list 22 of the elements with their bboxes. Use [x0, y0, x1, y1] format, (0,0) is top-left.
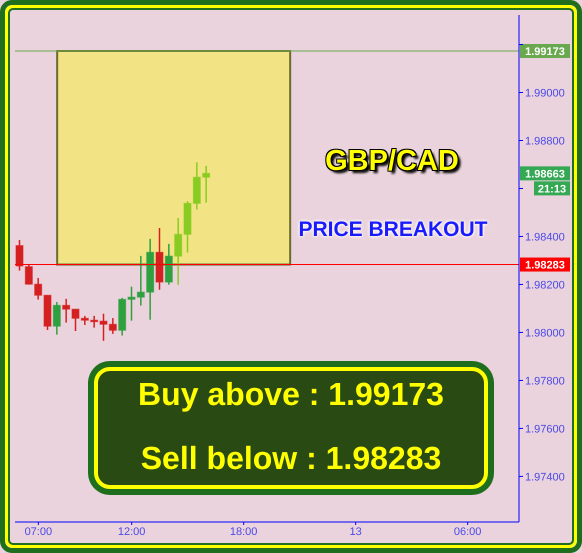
- annotation: PRICE BREAKOUT: [297, 218, 488, 242]
- text: 21:13: [538, 183, 566, 196]
- y-tick-label: 1.98000: [525, 327, 565, 340]
- y-tick-label: 1.97400: [525, 471, 565, 484]
- x-tick-label: 07:00: [24, 526, 52, 538]
- x-tick-label: 13: [350, 526, 362, 538]
- candlestick: [52, 301, 61, 336]
- text: 1.98663: [525, 168, 565, 180]
- y-tick-label: 1.97800: [525, 375, 565, 388]
- y-tick-label: 1.98200: [525, 279, 565, 292]
- y-tick-label: 1.98800: [525, 135, 565, 148]
- x-tick-label: 12:00: [118, 526, 146, 538]
- x-tick-label: 06:00: [454, 526, 482, 538]
- y-tick-label: 1.98400: [525, 231, 565, 244]
- annotation: Buy above : 1.99173: [137, 376, 445, 413]
- x-tick-label: 18:00: [230, 526, 258, 538]
- y-tick-label: 1.97600: [525, 423, 565, 436]
- ref-line-label: 1.99173: [525, 46, 565, 58]
- annotation: GBP/CAD: [324, 145, 460, 178]
- annotation: Sell below : 1.98283: [140, 440, 442, 477]
- ref-line-label: 1.98283: [525, 260, 565, 272]
- y-tick-label: 1.99000: [525, 87, 565, 100]
